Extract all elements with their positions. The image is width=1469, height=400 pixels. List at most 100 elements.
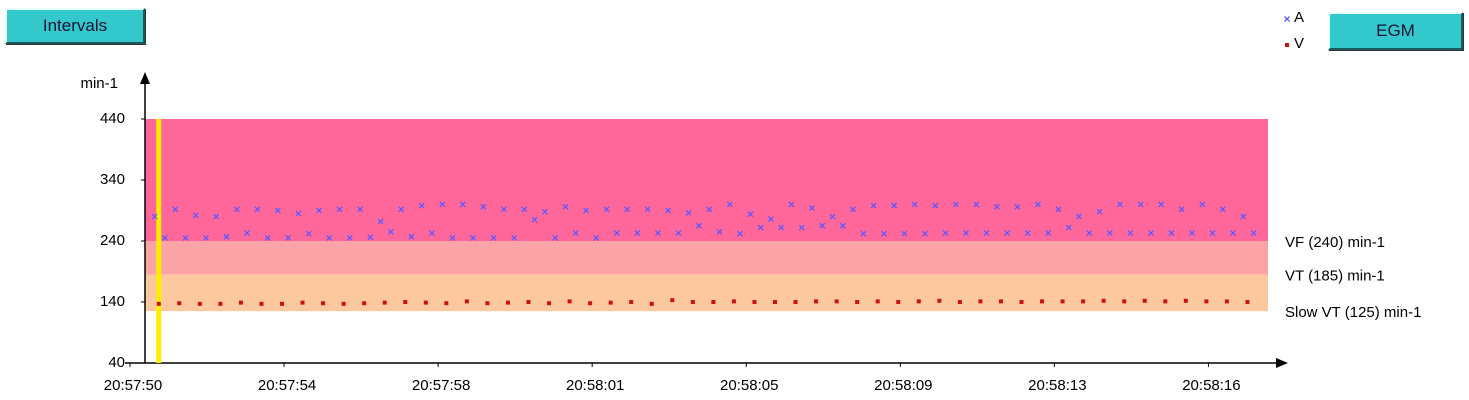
point: [300, 300, 305, 305]
point: [423, 300, 428, 305]
point: [634, 230, 641, 237]
point: [362, 301, 367, 306]
point: [1076, 213, 1082, 220]
point: [696, 222, 702, 229]
point: [1168, 230, 1175, 237]
point: [978, 299, 983, 304]
point: [203, 234, 209, 241]
point: [829, 213, 836, 220]
point: [896, 300, 901, 304]
point: [531, 216, 538, 223]
point: [665, 207, 672, 214]
point: [747, 211, 754, 218]
point: [305, 230, 312, 237]
point: [449, 234, 456, 241]
point: [326, 234, 333, 241]
zone-band: [145, 241, 1268, 275]
point: [1034, 201, 1041, 208]
point: [963, 230, 969, 237]
point: [690, 300, 695, 304]
point: [336, 206, 343, 213]
y-axis-label: min-1: [80, 75, 118, 92]
point: [1245, 300, 1250, 304]
point: [860, 230, 867, 237]
intervals-button[interactable]: Intervals: [5, 8, 145, 44]
point: [156, 301, 161, 306]
point: [1240, 213, 1247, 220]
point: [921, 230, 928, 237]
point: [1204, 299, 1209, 304]
point: [1147, 230, 1154, 237]
legend-label: V: [1294, 35, 1304, 52]
point: [264, 234, 271, 241]
point: [418, 202, 425, 209]
point: [839, 222, 846, 229]
y-tick-label: 40: [108, 354, 125, 371]
point: [1040, 299, 1045, 304]
point: [629, 300, 634, 304]
point: [552, 234, 559, 241]
point: [1209, 230, 1216, 237]
x-tick-label: 20:58:09: [874, 377, 932, 394]
point: [357, 206, 364, 213]
point: [834, 299, 839, 304]
point: [177, 301, 182, 306]
egm-button[interactable]: EGM: [1328, 12, 1463, 50]
point: [1004, 230, 1011, 237]
point: [778, 224, 785, 231]
point: [757, 224, 764, 231]
point: [480, 203, 487, 210]
point: [346, 234, 353, 241]
point: [403, 300, 408, 304]
point: [819, 222, 826, 229]
zone-label: VT (185) min-1: [1285, 268, 1385, 285]
point: [1142, 298, 1147, 303]
legend-label: A: [1294, 9, 1304, 26]
point: [439, 201, 446, 208]
point: [459, 201, 466, 208]
point: [387, 228, 394, 235]
point: [685, 209, 692, 216]
x-tick-label: 20:58:05: [720, 377, 778, 394]
point: [285, 234, 292, 241]
point: [608, 300, 613, 305]
point: [670, 298, 675, 303]
point: [1137, 201, 1144, 208]
point: [1024, 230, 1031, 237]
point: [1019, 300, 1024, 304]
point: [233, 206, 240, 213]
point: [192, 212, 199, 219]
point: [567, 299, 572, 304]
point: [1183, 298, 1188, 303]
legend-marker: [1284, 16, 1290, 22]
point: [752, 300, 757, 304]
point: [891, 202, 898, 209]
x-axis-arrow: [1276, 358, 1288, 368]
point: [952, 201, 959, 208]
point: [942, 230, 949, 237]
point: [932, 202, 939, 209]
point: [511, 234, 518, 241]
point: [1014, 203, 1021, 210]
point: [254, 206, 261, 213]
y-tick-label: 340: [100, 171, 125, 188]
point: [603, 206, 610, 213]
point: [901, 230, 908, 237]
point: [624, 206, 631, 213]
point: [1122, 299, 1127, 304]
point: [1060, 299, 1065, 304]
point: [244, 230, 251, 237]
point: [1250, 230, 1257, 237]
point: [1189, 230, 1195, 237]
x-tick-label: 20:57:50: [104, 377, 162, 394]
point: [1158, 201, 1165, 208]
point: [1127, 230, 1134, 237]
point: [485, 301, 490, 306]
point: [500, 206, 507, 213]
point: [490, 234, 497, 241]
point: [711, 300, 716, 304]
point: [809, 205, 815, 212]
point: [223, 233, 230, 240]
